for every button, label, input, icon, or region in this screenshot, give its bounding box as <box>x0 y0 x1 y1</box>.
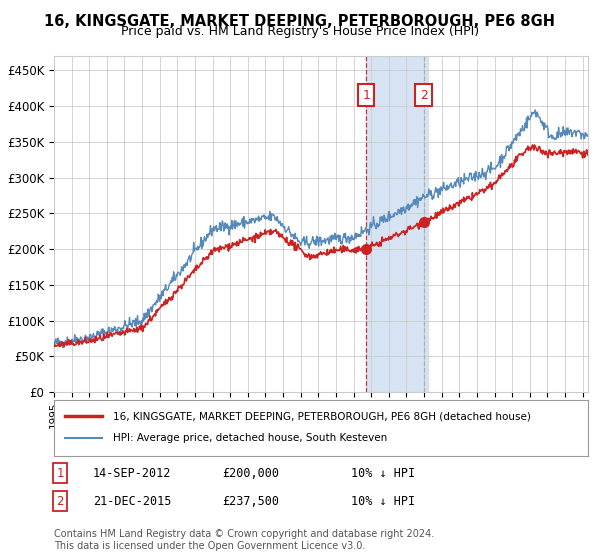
Text: 2: 2 <box>419 89 428 102</box>
Text: £200,000: £200,000 <box>222 466 279 480</box>
Text: £237,500: £237,500 <box>222 494 279 508</box>
Text: 10% ↓ HPI: 10% ↓ HPI <box>351 466 415 480</box>
Text: 1: 1 <box>362 89 370 102</box>
Text: Contains HM Land Registry data © Crown copyright and database right 2024.
This d: Contains HM Land Registry data © Crown c… <box>54 529 434 551</box>
Text: 16, KINGSGATE, MARKET DEEPING, PETERBOROUGH, PE6 8GH (detached house): 16, KINGSGATE, MARKET DEEPING, PETERBORO… <box>113 411 530 421</box>
Text: 2: 2 <box>56 494 64 508</box>
Text: HPI: Average price, detached house, South Kesteven: HPI: Average price, detached house, Sout… <box>113 433 387 444</box>
Text: 16, KINGSGATE, MARKET DEEPING, PETERBOROUGH, PE6 8GH: 16, KINGSGATE, MARKET DEEPING, PETERBORO… <box>44 14 556 29</box>
Text: 14-SEP-2012: 14-SEP-2012 <box>93 466 172 480</box>
Bar <box>366 56 428 392</box>
Text: 21-DEC-2015: 21-DEC-2015 <box>93 494 172 508</box>
Text: 1: 1 <box>56 466 64 480</box>
Text: 10% ↓ HPI: 10% ↓ HPI <box>351 494 415 508</box>
Text: Price paid vs. HM Land Registry's House Price Index (HPI): Price paid vs. HM Land Registry's House … <box>121 25 479 38</box>
